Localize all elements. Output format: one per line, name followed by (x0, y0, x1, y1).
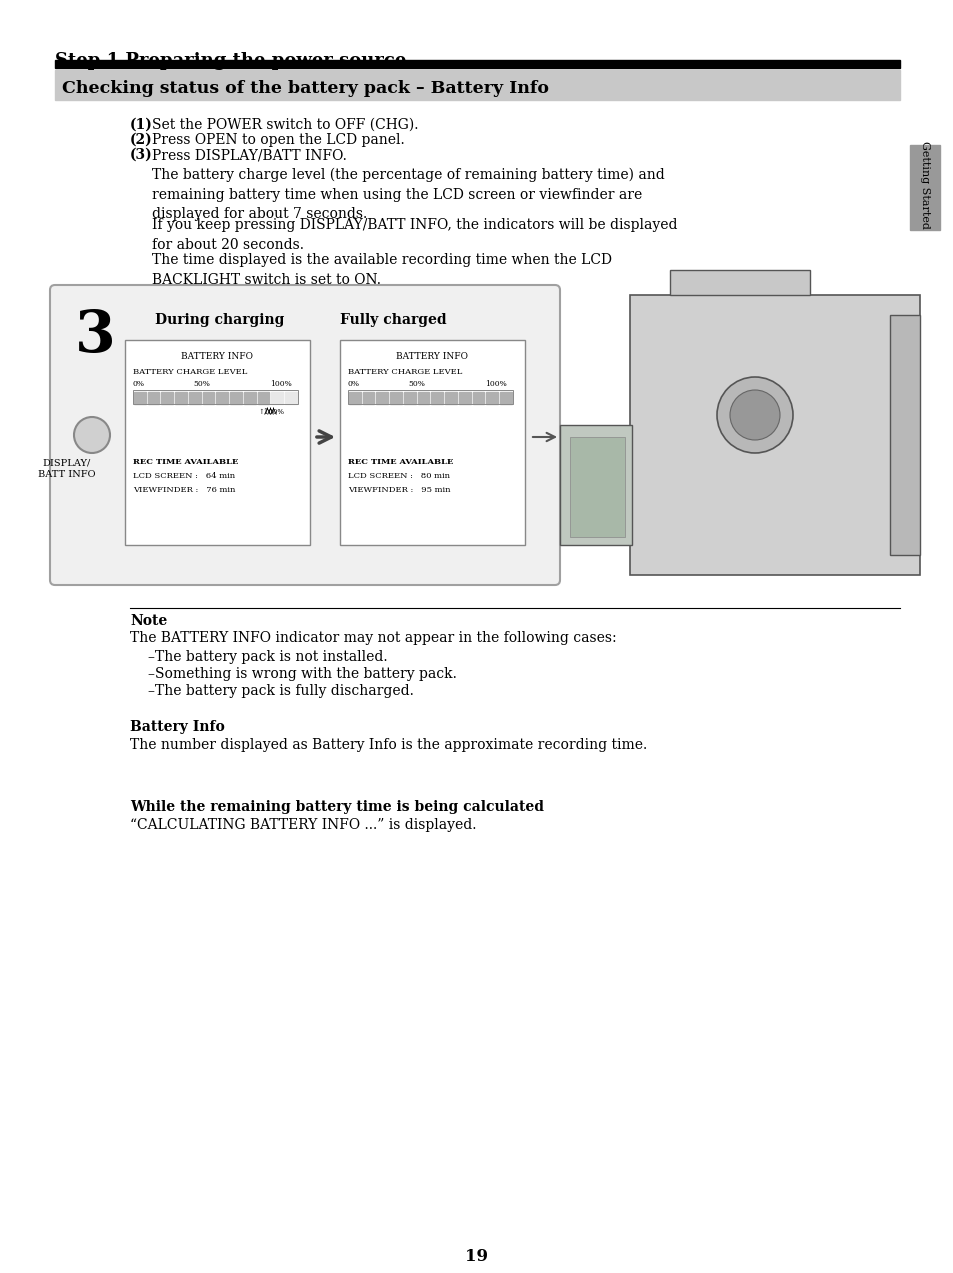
Bar (559, 425, 631, 545)
Text: REC TIME AVAILABLE: REC TIME AVAILABLE (348, 458, 453, 466)
Text: 0%: 0% (348, 381, 359, 388)
Text: Step 1 Preparing the power source: Step 1 Preparing the power source (55, 52, 406, 70)
Text: VIEWFINDER :   76 min: VIEWFINDER : 76 min (132, 486, 235, 494)
Bar (362, 392, 375, 404)
Text: 3: 3 (75, 308, 115, 364)
Text: (1): (1) (130, 118, 152, 132)
Text: If you keep pressing DISPLAY/BATT INFO, the indicators will be displayed
for abo: If you keep pressing DISPLAY/BATT INFO, … (152, 218, 677, 252)
Bar (909, 145, 939, 230)
Bar (216, 392, 228, 404)
Bar (257, 392, 269, 404)
Text: LCD SCREEN :   64 min: LCD SCREEN : 64 min (132, 472, 234, 480)
Text: Battery Info: Battery Info (130, 721, 225, 735)
Bar (390, 392, 401, 404)
Text: –The battery pack is fully discharged.: –The battery pack is fully discharged. (148, 684, 414, 698)
Text: The BATTERY INFO indicator may not appear in the following cases:: The BATTERY INFO indicator may not appea… (130, 631, 616, 645)
Circle shape (729, 390, 780, 440)
Bar (339, 340, 524, 545)
Text: Note: Note (130, 614, 167, 628)
Text: Press DISPLAY/BATT INFO.: Press DISPLAY/BATT INFO. (152, 148, 347, 162)
Bar (458, 392, 470, 404)
Text: –Something is wrong with the battery pack.: –Something is wrong with the battery pac… (148, 667, 456, 681)
Bar (629, 295, 919, 575)
Bar (230, 392, 242, 404)
Text: While the remaining battery time is being calculated: While the remaining battery time is bein… (130, 799, 543, 813)
Bar (161, 392, 173, 404)
Text: 19: 19 (465, 1248, 488, 1265)
Text: The number displayed as Battery Info is the approximate recording time.: The number displayed as Battery Info is … (130, 738, 646, 752)
Text: BATTERY CHARGE LEVEL: BATTERY CHARGE LEVEL (132, 368, 247, 376)
Text: –The battery pack is not installed.: –The battery pack is not installed. (148, 651, 387, 665)
Bar (473, 392, 484, 404)
Bar (132, 390, 297, 404)
Bar (272, 392, 283, 404)
Bar (55, 60, 899, 67)
Bar (569, 437, 624, 537)
Text: (2): (2) (130, 132, 152, 146)
Text: Getting Started: Getting Started (919, 141, 929, 229)
Bar (203, 392, 214, 404)
Text: LCD SCREEN :   80 min: LCD SCREEN : 80 min (348, 472, 450, 480)
Text: 0%: 0% (132, 381, 145, 388)
Bar (148, 392, 159, 404)
Bar (417, 392, 429, 404)
Circle shape (717, 377, 792, 453)
Circle shape (74, 418, 110, 453)
Bar (486, 392, 497, 404)
Text: Fully charged: Fully charged (339, 313, 446, 327)
Text: 50%: 50% (408, 381, 424, 388)
Text: DISPLAY/
BATT INFO: DISPLAY/ BATT INFO (38, 458, 95, 479)
Text: During charging: During charging (154, 313, 284, 327)
Bar (349, 392, 360, 404)
Bar (285, 392, 296, 404)
Text: Checking status of the battery pack – Battery Info: Checking status of the battery pack – Ba… (62, 80, 548, 97)
Text: 100%: 100% (270, 381, 292, 388)
Bar (445, 392, 456, 404)
Text: The battery charge level (the percentage of remaining battery time) and
remainin: The battery charge level (the percentage… (152, 168, 664, 222)
Bar (189, 392, 200, 404)
Bar (133, 392, 146, 404)
Bar (55, 70, 899, 101)
Text: BATTERY INFO: BATTERY INFO (396, 353, 468, 362)
Bar (125, 340, 310, 545)
Text: Press OPEN to open the LCD panel.: Press OPEN to open the LCD panel. (152, 132, 404, 146)
Bar (889, 314, 919, 555)
Text: BATTERY CHARGE LEVEL: BATTERY CHARGE LEVEL (348, 368, 462, 376)
Bar (403, 392, 416, 404)
Text: “CALCULATING BATTERY INFO ...” is displayed.: “CALCULATING BATTERY INFO ...” is displa… (130, 819, 476, 833)
Text: 100%: 100% (484, 381, 506, 388)
Bar (669, 270, 809, 295)
Text: Set the POWER switch to OFF (CHG).: Set the POWER switch to OFF (CHG). (152, 118, 418, 132)
Bar (376, 392, 388, 404)
Bar (499, 392, 512, 404)
Text: ↑100%: ↑100% (258, 409, 284, 416)
Text: (3): (3) (130, 148, 152, 162)
Text: 50%: 50% (193, 381, 210, 388)
Text: BATTERY INFO: BATTERY INFO (181, 353, 253, 362)
Text: The time displayed is the available recording time when the LCD
BACKLIGHT switch: The time displayed is the available reco… (152, 253, 612, 286)
Text: VIEWFINDER :   95 min: VIEWFINDER : 95 min (348, 486, 450, 494)
Text: REC TIME AVAILABLE: REC TIME AVAILABLE (132, 458, 238, 466)
Bar (244, 392, 255, 404)
Bar (348, 390, 513, 404)
Bar (175, 392, 187, 404)
Bar (431, 392, 443, 404)
FancyBboxPatch shape (50, 285, 559, 586)
